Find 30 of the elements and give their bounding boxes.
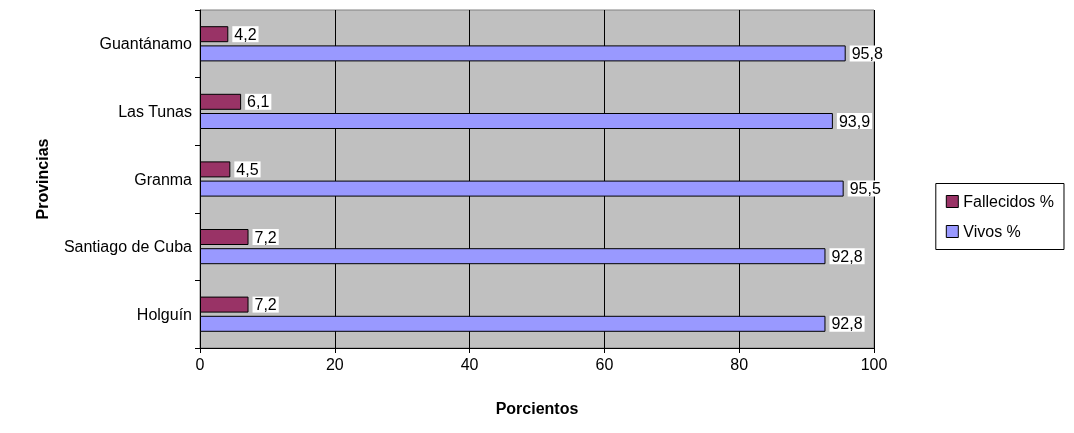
bar (200, 161, 231, 178)
y-axis-title: Provincias (33, 138, 51, 220)
data-label: 4,5 (236, 160, 259, 178)
y-tick-label: Guantánamo (99, 35, 193, 53)
data-label: 92,8 (831, 247, 863, 265)
bar (200, 26, 229, 43)
y-tick-label: Santiago de Cuba (63, 238, 193, 256)
data-label: 4,2 (234, 25, 257, 43)
bar (200, 296, 249, 313)
x-tick-label: 20 (325, 355, 344, 373)
x-tick-label: 40 (460, 355, 479, 373)
data-label: 92,8 (831, 315, 863, 333)
x-tick-label: 80 (730, 355, 749, 373)
data-label: 7,2 (254, 296, 277, 314)
bar (200, 229, 249, 245)
bar (200, 93, 242, 110)
y-tick-label: Holguín (136, 305, 192, 323)
data-label: 6,1 (247, 93, 270, 111)
x-tick-label: 60 (595, 355, 614, 373)
x-tick-label: 0 (195, 355, 205, 373)
data-label: 93,9 (838, 112, 871, 130)
legend-label: Fallecidos % (963, 193, 1054, 210)
x-axis-title: Porcientos (495, 399, 579, 417)
y-tick-label: Las Tunas (118, 102, 192, 120)
y-tick-label: Granma (134, 170, 193, 188)
data-label: 95,5 (849, 180, 881, 198)
x-tick-label: 100 (860, 355, 888, 373)
data-label: 7,2 (254, 228, 277, 246)
legend-label: Vivos % (963, 223, 1021, 240)
data-label: 95,8 (851, 44, 883, 62)
